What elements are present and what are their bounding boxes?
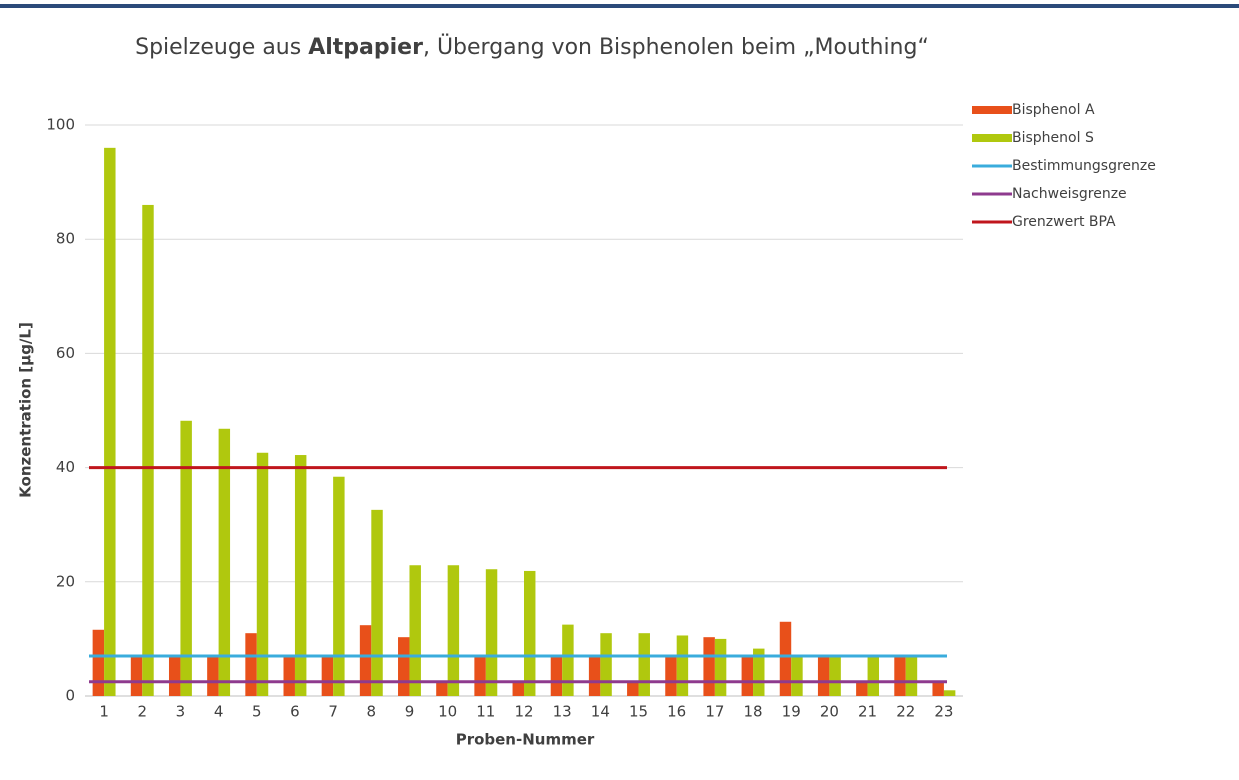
bar (524, 570, 536, 696)
legend-swatch (972, 106, 1012, 114)
x-axis-title: Proben-Nummer (456, 731, 595, 749)
x-tick-label: 3 (176, 703, 186, 721)
bar (294, 455, 307, 696)
y-tick-label: 60 (56, 344, 75, 362)
x-tick-label: 19 (782, 703, 801, 721)
bar (283, 656, 295, 696)
bar (333, 476, 345, 696)
x-tick-label: 20 (820, 703, 839, 721)
x-tick-label: 14 (591, 703, 610, 721)
bar (703, 637, 715, 696)
bar (665, 656, 677, 696)
bar (676, 635, 689, 696)
x-tick-label: 18 (743, 703, 762, 721)
title-part: Spielzeuge aus (135, 35, 308, 60)
y-tick-label: 0 (65, 687, 75, 705)
bar (588, 656, 601, 696)
bar (905, 656, 918, 696)
y-tick-label: 100 (46, 116, 75, 134)
legend-label: Bisphenol A (1012, 102, 1095, 118)
legend-label: Bisphenol S (1012, 130, 1094, 146)
bar (485, 569, 498, 696)
bar (932, 681, 944, 696)
x-tick-label: 9 (405, 703, 415, 721)
y-axis-title: Konzentration [µg/L] (17, 322, 35, 498)
legend-label: Grenzwert BPA (1012, 214, 1116, 230)
bar (638, 633, 650, 696)
bar (180, 420, 192, 696)
bar (817, 656, 830, 696)
bar (627, 681, 639, 696)
x-tick-label: 13 (553, 703, 572, 721)
x-tick-label: 21 (858, 703, 877, 721)
x-tick-label: 8 (367, 703, 377, 721)
y-tick-label: 80 (56, 230, 75, 248)
bar (447, 565, 460, 696)
bar (130, 656, 143, 696)
x-tick-label: 1 (99, 703, 109, 721)
bar (92, 629, 105, 696)
top-rule (0, 4, 1239, 8)
bar (791, 656, 803, 696)
bar (753, 648, 765, 696)
bar (409, 565, 421, 696)
bar (600, 633, 612, 696)
bar (359, 625, 372, 696)
x-tick-label: 7 (328, 703, 338, 721)
bar (741, 656, 754, 696)
bar (550, 656, 563, 696)
bar (256, 452, 269, 696)
y-tick-label: 40 (56, 458, 75, 476)
legend-label: Bestimmungsgrenze (1012, 158, 1156, 174)
x-tick-label: 5 (252, 703, 262, 721)
bar (474, 656, 486, 696)
title-part: , Übergang von Bisphenolen beim „Mouthin… (423, 34, 929, 60)
x-tick-label: 22 (896, 703, 915, 721)
x-tick-label: 17 (705, 703, 724, 721)
bar (894, 656, 906, 696)
x-tick-label: 4 (214, 703, 224, 721)
bar (321, 656, 334, 696)
y-tick-label: 20 (56, 572, 75, 590)
bar (943, 690, 956, 696)
bar (829, 656, 841, 696)
bar (436, 681, 448, 696)
x-tick-label: 10 (438, 703, 457, 721)
chart-title: Spielzeuge aus Altpapier, Übergang von B… (135, 34, 929, 60)
bar (856, 681, 868, 696)
bar (104, 147, 116, 697)
bar (371, 509, 383, 696)
bar (714, 638, 727, 696)
x-tick-label: 23 (934, 703, 953, 721)
title-part: Altpapier (308, 35, 423, 60)
x-tick-label: 16 (667, 703, 686, 721)
x-tick-label: 11 (476, 703, 495, 721)
x-tick-label: 15 (629, 703, 648, 721)
bar (168, 656, 181, 696)
bar (779, 621, 792, 696)
legend-swatch (972, 134, 1012, 142)
legend-label: Nachweisgrenze (1012, 186, 1127, 202)
x-tick-label: 6 (290, 703, 300, 721)
bar (245, 633, 257, 696)
x-tick-label: 12 (514, 703, 533, 721)
bar (512, 681, 524, 696)
x-tick-label: 2 (137, 703, 147, 721)
bar (142, 204, 154, 696)
bar (218, 428, 231, 696)
bar (398, 637, 410, 696)
bar (207, 656, 219, 696)
bar (562, 624, 574, 696)
bar (867, 656, 880, 696)
